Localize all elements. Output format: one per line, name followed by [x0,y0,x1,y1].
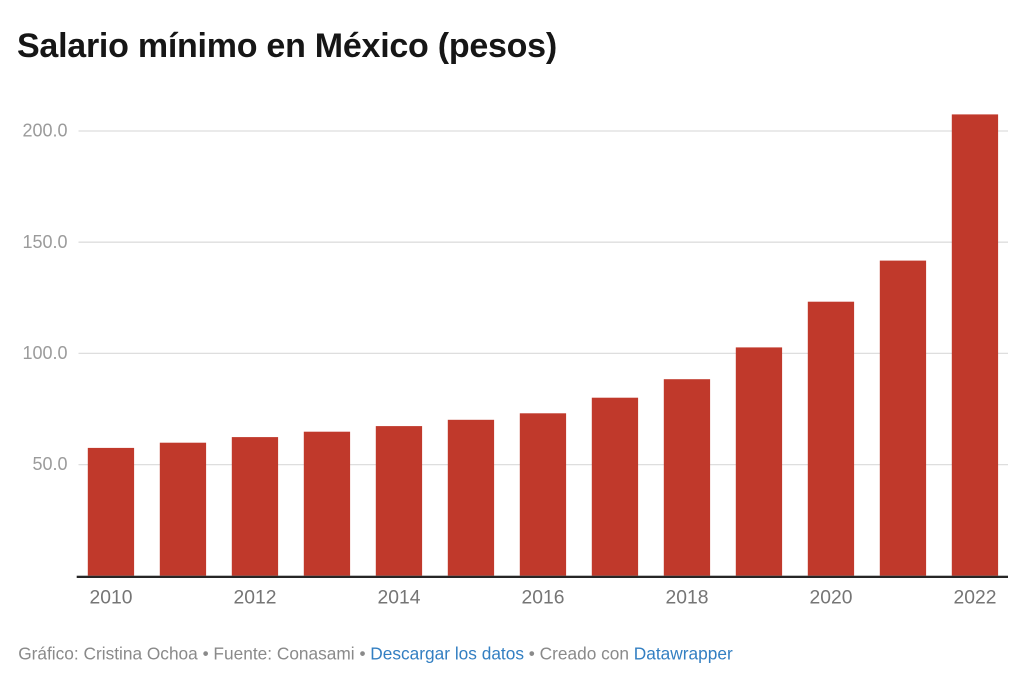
svg-text:100.0: 100.0 [22,343,67,363]
svg-text:2020: 2020 [810,588,853,609]
svg-text:2018: 2018 [666,588,709,609]
svg-text:200.0: 200.0 [22,121,67,141]
svg-text:2014: 2014 [378,588,421,609]
svg-text:Gráfico: Cristina Ochoa • Fuen: Gráfico: Cristina Ochoa • Fuente: Conasa… [18,643,733,663]
svg-text:2016: 2016 [522,588,565,609]
svg-text:Salario mínimo en México (peso: Salario mínimo en México (pesos) [17,27,557,65]
svg-text:150.0: 150.0 [22,232,67,252]
svg-text:2012: 2012 [234,588,277,609]
svg-text:2022: 2022 [954,588,997,609]
svg-text:2010: 2010 [90,588,133,609]
svg-text:50.0: 50.0 [32,454,67,474]
